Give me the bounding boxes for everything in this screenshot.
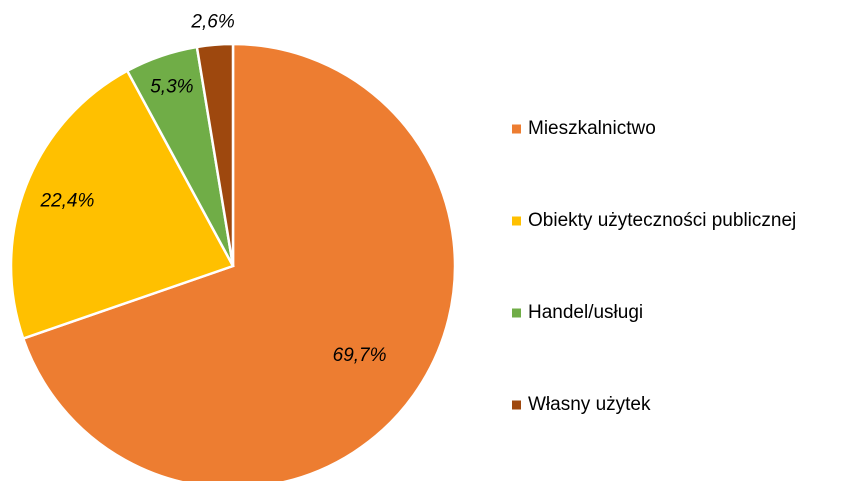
value-label: 22,4% (40, 191, 95, 212)
legend-swatch (512, 216, 521, 226)
legend-label: Handel/usługi (528, 302, 643, 323)
legend-swatch (512, 400, 521, 410)
value-label: 5,3% (150, 76, 193, 97)
legend-label: Obiekty użyteczności publicznej (528, 210, 796, 231)
legend-label: Mieszkalnictwo (528, 118, 656, 139)
pie-slice (21, 42, 457, 481)
pie-slice (9, 69, 235, 341)
value-label: 69,7% (333, 345, 387, 366)
legend-swatch (512, 124, 521, 134)
value-label: 2,6% (190, 12, 234, 33)
legend-label: Własny użytek (528, 394, 651, 415)
legend-swatch (512, 308, 521, 318)
pie-slice (195, 42, 235, 267)
